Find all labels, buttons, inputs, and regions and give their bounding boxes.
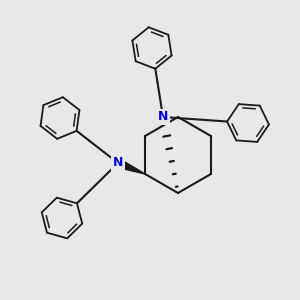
Polygon shape [116, 159, 145, 174]
Text: N: N [158, 110, 168, 124]
Text: N: N [113, 157, 123, 169]
